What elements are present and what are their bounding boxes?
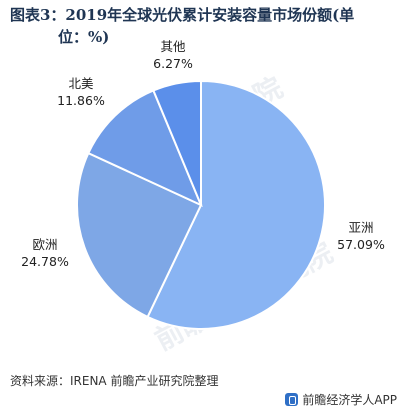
pie-label-name: 其他 <box>160 39 186 54</box>
footer-brand-text: 前瞻经济学人APP <box>302 393 397 407</box>
pie-label-1: 欧洲 24.78% <box>15 236 75 270</box>
qianzhan-logo-icon <box>285 393 299 406</box>
pie-slice-0 <box>146 79 326 330</box>
chart-title: 图表3：2019年全球光伏累计安装容量市场份额(单 位：%) <box>10 4 396 48</box>
pie-label-name: 北美 <box>68 76 94 91</box>
pie-slice-2 <box>87 89 203 207</box>
chart-title-line1: 图表3：2019年全球光伏累计安装容量市场份额(单 <box>10 6 355 24</box>
pie-chart <box>76 79 326 330</box>
source-note: 资料来源：IRENA 前瞻产业研究院整理 <box>10 374 219 388</box>
pie-label-3: 其他 6.27% <box>143 38 203 72</box>
pie-label-0: 亚洲 57.09% <box>331 219 391 253</box>
footer-brand: 前瞻经济学人APP <box>285 391 397 408</box>
pie-label-2: 北美 11.86% <box>51 75 111 109</box>
pie-slice-1 <box>76 151 203 319</box>
chart-title-line2: 位：%) <box>58 28 110 46</box>
pie-label-value: 6.27% <box>153 56 193 71</box>
pie-label-name: 欧洲 <box>32 237 58 252</box>
pie-label-name: 亚洲 <box>348 220 374 235</box>
pie-label-value: 11.86% <box>57 93 105 108</box>
pie-slice-3 <box>152 79 202 206</box>
pie-label-value: 57.09% <box>337 237 385 252</box>
pie-label-value: 24.78% <box>21 254 69 269</box>
